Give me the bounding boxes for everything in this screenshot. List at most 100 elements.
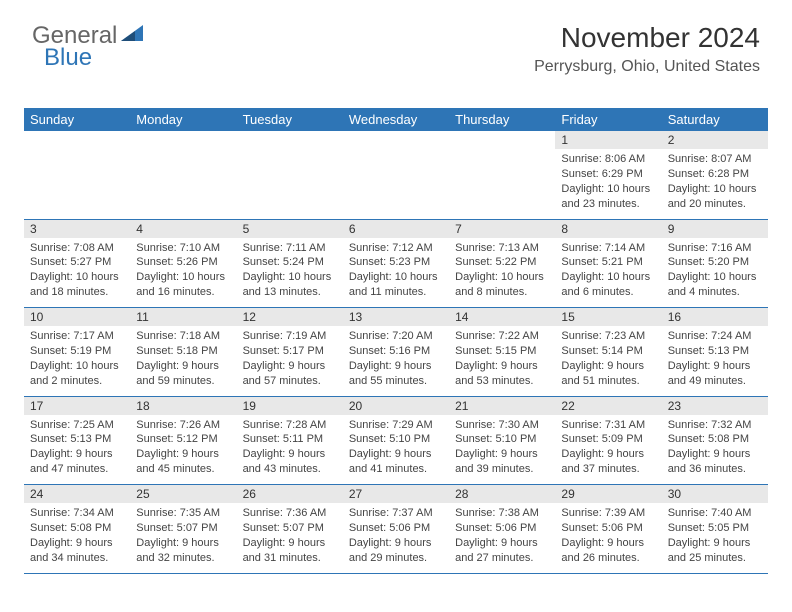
- day-number: [130, 131, 236, 149]
- daylight-line: Daylight: 9 hours and 37 minutes.: [561, 447, 655, 477]
- day-content: Sunrise: 7:11 AMSunset: 5:24 PMDaylight:…: [237, 238, 343, 308]
- day-number: 12: [237, 308, 343, 327]
- weekday-header-row: SundayMondayTuesdayWednesdayThursdayFrid…: [24, 108, 768, 131]
- daynum-row: 12: [24, 131, 768, 149]
- day-number: 18: [130, 396, 236, 415]
- daynum-row: 10111213141516: [24, 308, 768, 327]
- daylight-line: Daylight: 9 hours and 55 minutes.: [349, 359, 443, 389]
- daylight-line: Daylight: 9 hours and 27 minutes.: [455, 536, 549, 566]
- sunset-line: Sunset: 5:06 PM: [561, 521, 655, 536]
- day-number: 5: [237, 219, 343, 238]
- day-number: 8: [555, 219, 661, 238]
- day-number: 13: [343, 308, 449, 327]
- day-number: 23: [662, 396, 768, 415]
- daylight-line: Daylight: 9 hours and 45 minutes.: [136, 447, 230, 477]
- daylight-line: Daylight: 9 hours and 49 minutes.: [668, 359, 762, 389]
- header: November 2024 Perrysburg, Ohio, United S…: [534, 22, 760, 76]
- day-number: 11: [130, 308, 236, 327]
- day-number: 24: [24, 485, 130, 504]
- sunrise-line: Sunrise: 7:34 AM: [30, 506, 124, 521]
- daylight-line: Daylight: 9 hours and 39 minutes.: [455, 447, 549, 477]
- sunrise-line: Sunrise: 7:10 AM: [136, 241, 230, 256]
- weekday-header: Wednesday: [343, 108, 449, 131]
- day-content: Sunrise: 7:34 AMSunset: 5:08 PMDaylight:…: [24, 503, 130, 573]
- sunset-line: Sunset: 5:14 PM: [561, 344, 655, 359]
- day-number: 4: [130, 219, 236, 238]
- day-content: Sunrise: 7:32 AMSunset: 5:08 PMDaylight:…: [662, 415, 768, 485]
- sunrise-line: Sunrise: 7:30 AM: [455, 418, 549, 433]
- day-content: Sunrise: 7:25 AMSunset: 5:13 PMDaylight:…: [24, 415, 130, 485]
- day-number: [449, 131, 555, 149]
- sunset-line: Sunset: 5:05 PM: [668, 521, 762, 536]
- daylight-line: Daylight: 9 hours and 32 minutes.: [136, 536, 230, 566]
- sunset-line: Sunset: 5:27 PM: [30, 255, 124, 270]
- sunrise-line: Sunrise: 7:17 AM: [30, 329, 124, 344]
- daylight-line: Daylight: 9 hours and 47 minutes.: [30, 447, 124, 477]
- sunrise-line: Sunrise: 7:39 AM: [561, 506, 655, 521]
- day-content: [130, 149, 236, 219]
- day-content: [24, 149, 130, 219]
- daylight-line: Daylight: 9 hours and 34 minutes.: [30, 536, 124, 566]
- content-row: Sunrise: 7:08 AMSunset: 5:27 PMDaylight:…: [24, 238, 768, 308]
- day-content: Sunrise: 7:40 AMSunset: 5:05 PMDaylight:…: [662, 503, 768, 573]
- location-label: Perrysburg, Ohio, United States: [534, 58, 760, 76]
- sunset-line: Sunset: 5:12 PM: [136, 432, 230, 447]
- day-number: 9: [662, 219, 768, 238]
- day-content: Sunrise: 7:13 AMSunset: 5:22 PMDaylight:…: [449, 238, 555, 308]
- daylight-line: Daylight: 9 hours and 36 minutes.: [668, 447, 762, 477]
- day-number: 14: [449, 308, 555, 327]
- sunset-line: Sunset: 5:13 PM: [30, 432, 124, 447]
- sunrise-line: Sunrise: 8:07 AM: [668, 152, 762, 167]
- sunrise-line: Sunrise: 7:36 AM: [243, 506, 337, 521]
- month-title: November 2024: [534, 22, 760, 54]
- day-content: Sunrise: 7:24 AMSunset: 5:13 PMDaylight:…: [662, 326, 768, 396]
- daylight-line: Daylight: 10 hours and 6 minutes.: [561, 270, 655, 300]
- sunset-line: Sunset: 5:16 PM: [349, 344, 443, 359]
- daylight-line: Daylight: 10 hours and 4 minutes.: [668, 270, 762, 300]
- sunrise-line: Sunrise: 7:31 AM: [561, 418, 655, 433]
- content-row: Sunrise: 8:06 AMSunset: 6:29 PM Daylight:…: [24, 149, 768, 219]
- day-content: Sunrise: 7:37 AMSunset: 5:06 PMDaylight:…: [343, 503, 449, 573]
- day-number: [237, 131, 343, 149]
- weekday-header: Thursday: [449, 108, 555, 131]
- sunrise-line: Sunrise: 7:11 AM: [243, 241, 337, 256]
- sunrise-line: Sunrise: 7:28 AM: [243, 418, 337, 433]
- day-number: 15: [555, 308, 661, 327]
- sunrise-line: Sunrise: 7:29 AM: [349, 418, 443, 433]
- sunrise-line: Sunrise: 7:38 AM: [455, 506, 549, 521]
- weekday-header: Monday: [130, 108, 236, 131]
- logo-triangle-icon: [121, 23, 143, 50]
- sunrise-line: Sunrise: 7:22 AM: [455, 329, 549, 344]
- sunrise-line: Sunrise: 7:25 AM: [30, 418, 124, 433]
- sunrise-line: Sunrise: 7:24 AM: [668, 329, 762, 344]
- sunset-line: Sunset: 5:19 PM: [30, 344, 124, 359]
- daylight-line: Daylight: 10 hours and 20 minutes.: [668, 182, 762, 212]
- sunrise-line: Sunrise: 7:12 AM: [349, 241, 443, 256]
- weekday-header: Friday: [555, 108, 661, 131]
- sunset-line: Sunset: 5:23 PM: [349, 255, 443, 270]
- sunrise-line: Sunrise: 7:40 AM: [668, 506, 762, 521]
- sunrise-line: Sunrise: 7:32 AM: [668, 418, 762, 433]
- day-number: 25: [130, 485, 236, 504]
- day-number: 26: [237, 485, 343, 504]
- daynum-row: 3456789: [24, 219, 768, 238]
- sunset-line: Sunset: 5:15 PM: [455, 344, 549, 359]
- day-content: Sunrise: 7:35 AMSunset: 5:07 PMDaylight:…: [130, 503, 236, 573]
- day-content: Sunrise: 7:38 AMSunset: 5:06 PMDaylight:…: [449, 503, 555, 573]
- day-number: [343, 131, 449, 149]
- sunrise-line: Sunrise: 7:19 AM: [243, 329, 337, 344]
- daylight-line: Daylight: 10 hours and 11 minutes.: [349, 270, 443, 300]
- sunrise-line: Sunrise: 8:06 AM: [561, 152, 655, 167]
- daylight-line: Daylight: 9 hours and 51 minutes.: [561, 359, 655, 389]
- day-number: 1: [555, 131, 661, 149]
- day-number: 22: [555, 396, 661, 415]
- day-content: [237, 149, 343, 219]
- day-content: Sunrise: 7:18 AMSunset: 5:18 PMDaylight:…: [130, 326, 236, 396]
- day-number: 21: [449, 396, 555, 415]
- day-content: Sunrise: 8:07 AMSunset: 6:28 PMDaylight:…: [662, 149, 768, 219]
- day-content: [449, 149, 555, 219]
- day-number: 30: [662, 485, 768, 504]
- day-content: Sunrise: 7:39 AMSunset: 5:06 PMDaylight:…: [555, 503, 661, 573]
- sunrise-line: Sunrise: 7:23 AM: [561, 329, 655, 344]
- sunset-line: Sunset: 6:29 PM: [561, 167, 655, 182]
